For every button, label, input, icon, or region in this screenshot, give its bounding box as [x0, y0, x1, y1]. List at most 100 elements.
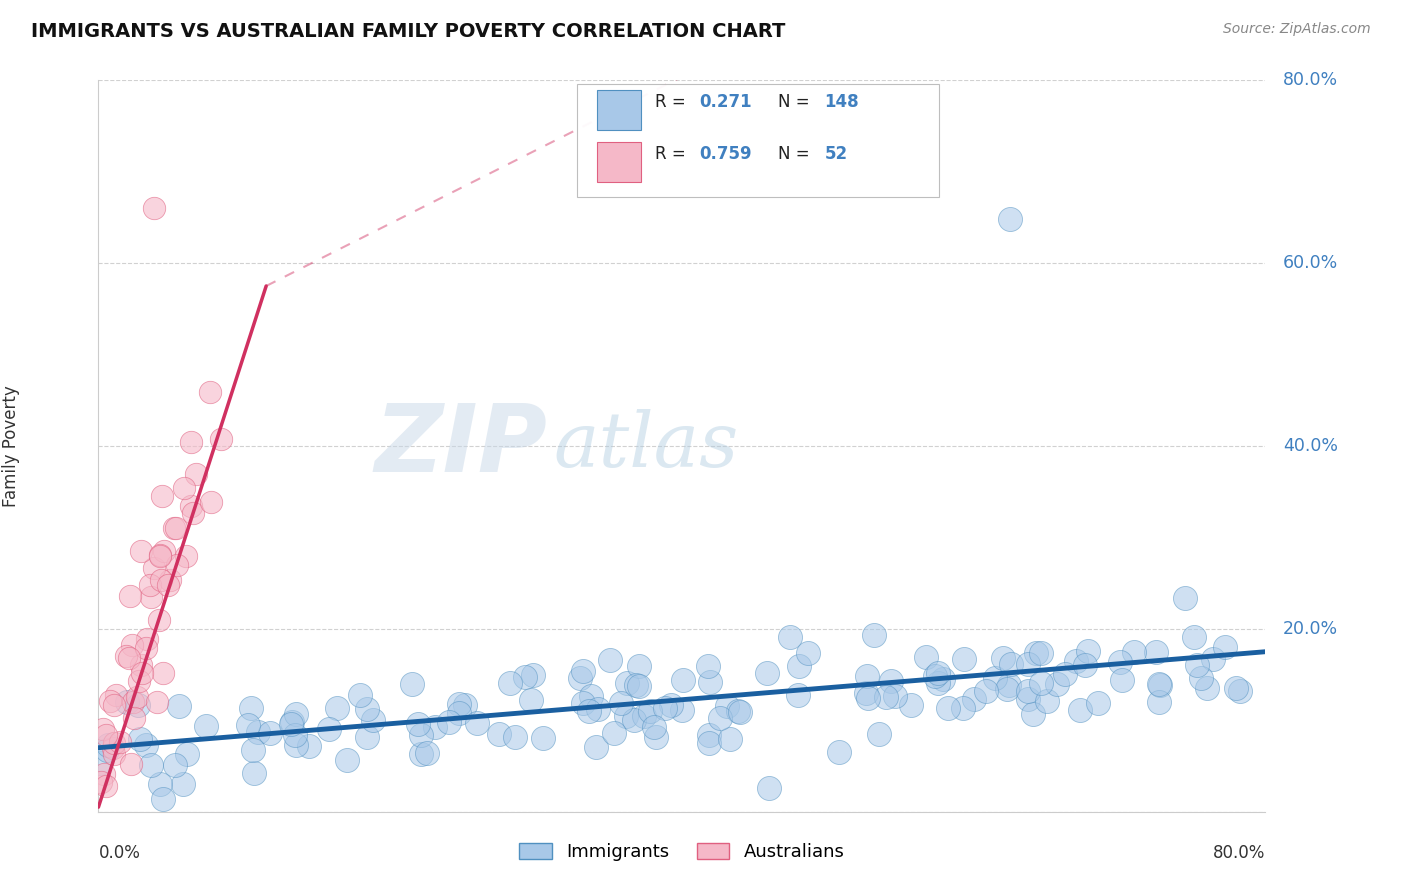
Point	[758, 780, 780, 795]
Text: 80.0%: 80.0%	[1282, 71, 1339, 89]
Point	[259, 725, 281, 739]
Point	[200, 495, 222, 509]
Point	[1111, 673, 1133, 688]
Point	[149, 573, 172, 587]
Point	[89, 756, 111, 770]
Point	[671, 703, 693, 717]
Point	[1000, 657, 1022, 671]
Point	[727, 704, 749, 718]
Point	[152, 665, 174, 680]
Point	[195, 719, 218, 733]
Point	[103, 736, 125, 750]
Point	[503, 730, 526, 744]
FancyBboxPatch shape	[576, 84, 939, 197]
Point	[166, 558, 188, 572]
Point	[856, 690, 879, 705]
Point	[787, 659, 810, 673]
Point	[120, 757, 142, 772]
Point	[924, 669, 946, 683]
Point	[465, 716, 488, 731]
Point	[602, 726, 624, 740]
Point	[697, 736, 720, 750]
Point	[162, 521, 184, 535]
Point	[152, 792, 174, 806]
Point	[581, 689, 603, 703]
Point	[103, 747, 125, 761]
Point	[108, 734, 131, 748]
Point	[699, 675, 721, 690]
Point	[585, 740, 607, 755]
Text: 40.0%: 40.0%	[1282, 437, 1339, 455]
Point	[880, 674, 903, 689]
Point	[569, 671, 592, 685]
Point	[409, 747, 432, 761]
Point	[181, 506, 204, 520]
Point	[900, 698, 922, 712]
Point	[927, 665, 949, 680]
Point	[499, 676, 522, 690]
Point	[1017, 683, 1039, 698]
Point	[98, 694, 121, 708]
Point	[103, 740, 125, 755]
Point	[174, 549, 197, 563]
Point	[209, 432, 232, 446]
Point	[1017, 657, 1039, 671]
Point	[240, 701, 263, 715]
Point	[586, 701, 609, 715]
Point	[361, 713, 384, 727]
Point	[165, 521, 187, 535]
Text: ZIP: ZIP	[375, 400, 548, 492]
Point	[1077, 644, 1099, 658]
Point	[614, 709, 637, 723]
Point	[242, 742, 264, 756]
Text: 0.0%: 0.0%	[98, 844, 141, 862]
Point	[437, 715, 460, 730]
Point	[654, 700, 676, 714]
Point	[1054, 666, 1077, 681]
Point	[1144, 645, 1167, 659]
Point	[1064, 654, 1087, 668]
Point	[644, 730, 666, 744]
Point	[93, 766, 115, 780]
FancyBboxPatch shape	[596, 90, 641, 130]
Point	[285, 738, 308, 752]
Point	[1225, 681, 1247, 696]
Legend: Immigrants, Australians: Immigrants, Australians	[512, 836, 852, 869]
Point	[236, 718, 259, 732]
Point	[1017, 691, 1039, 706]
Point	[148, 613, 170, 627]
Text: 80.0%: 80.0%	[1213, 844, 1265, 862]
Point	[167, 698, 190, 713]
Point	[121, 639, 143, 653]
Point	[863, 628, 886, 642]
Point	[145, 695, 167, 709]
Point	[127, 698, 149, 712]
Point	[176, 747, 198, 761]
Point	[1189, 672, 1212, 686]
Point	[142, 201, 165, 215]
Point	[454, 698, 477, 712]
Point	[728, 706, 751, 720]
Point	[135, 632, 157, 646]
Point	[336, 753, 359, 767]
Text: 52: 52	[824, 145, 848, 163]
Point	[1174, 591, 1197, 605]
Point	[531, 731, 554, 745]
Point	[149, 549, 172, 563]
Point	[488, 727, 510, 741]
Point	[1122, 645, 1144, 659]
Point	[1149, 695, 1171, 709]
Point	[139, 590, 162, 604]
Point	[172, 777, 194, 791]
Point	[114, 648, 136, 663]
Point	[974, 684, 997, 698]
Point	[616, 676, 638, 690]
Point	[884, 689, 907, 703]
Point	[128, 673, 150, 688]
Text: 148: 148	[824, 94, 859, 112]
Point	[349, 688, 371, 702]
Point	[105, 688, 128, 702]
Point	[411, 728, 433, 742]
Point	[408, 717, 430, 731]
Point	[122, 695, 145, 709]
